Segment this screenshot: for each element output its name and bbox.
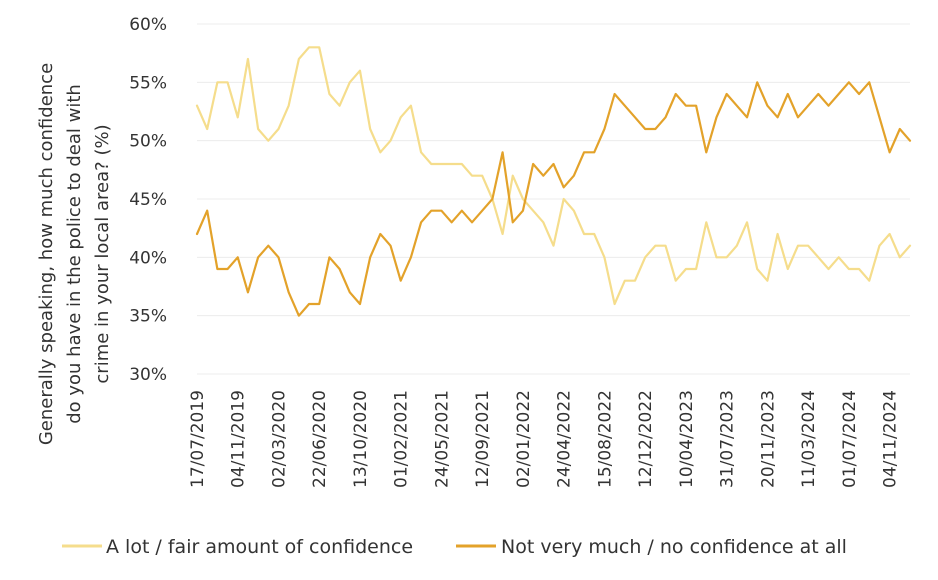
x-tick-label: 31/07/2023 xyxy=(718,390,738,488)
gridlines xyxy=(197,23,910,375)
x-axis-ticks: 17/07/2019 04/11/2019 02/03/2020 22/06/2020… xyxy=(188,390,901,488)
x-tick-label: 17/07/2019 xyxy=(188,390,208,488)
legend-label: A lot / fair amount of confidence xyxy=(106,536,413,558)
y-axis-ticks: 30% 35% 40% 45% 50% 55% 60% xyxy=(129,15,167,385)
x-tick-label: 02/01/2022 xyxy=(514,390,534,488)
y-axis-label-line: do you have in the police to deal with xyxy=(64,84,85,424)
x-tick-label: 02/03/2020 xyxy=(269,390,289,488)
x-tick-label: 12/12/2022 xyxy=(636,390,656,488)
series-line-1 xyxy=(195,46,912,306)
x-tick-label: 13/10/2020 xyxy=(351,390,371,488)
x-tick-label: 01/07/2024 xyxy=(840,390,860,488)
legend-label: Not very much / no confidence at all xyxy=(501,536,847,558)
x-tick-label: 04/11/2019 xyxy=(229,390,249,488)
x-tick-label: 11/03/2024 xyxy=(799,390,819,488)
y-tick-label: 35% xyxy=(129,307,167,327)
y-axis-label-line: crime in your local area? (%) xyxy=(92,124,113,383)
x-tick-label: 24/04/2022 xyxy=(555,390,575,488)
y-axis-label: Generally speaking, how much confidence d… xyxy=(36,63,113,445)
x-tick-label: 10/04/2023 xyxy=(677,390,697,488)
y-tick-label: 50% xyxy=(129,132,167,152)
x-tick-label: 12/09/2021 xyxy=(473,390,493,488)
series-line-2 xyxy=(195,81,912,317)
y-tick-label: 55% xyxy=(129,73,167,93)
y-tick-label: 40% xyxy=(129,248,167,268)
x-tick-label: 20/11/2023 xyxy=(758,390,778,488)
series-lines xyxy=(195,46,912,317)
x-tick-label: 24/05/2021 xyxy=(432,390,452,488)
x-tick-label: 04/11/2024 xyxy=(881,390,901,488)
x-tick-label: 01/02/2021 xyxy=(392,390,412,488)
y-tick-label: 30% xyxy=(129,365,167,385)
y-tick-label: 45% xyxy=(129,190,167,210)
legend: A lot / fair amount of confidence Not ver… xyxy=(62,536,847,558)
x-tick-label: 15/08/2022 xyxy=(595,390,615,488)
x-tick-label: 22/06/2020 xyxy=(310,390,330,488)
y-tick-label: 60% xyxy=(129,15,167,35)
y-axis-label-line: Generally speaking, how much confidence xyxy=(36,63,57,445)
